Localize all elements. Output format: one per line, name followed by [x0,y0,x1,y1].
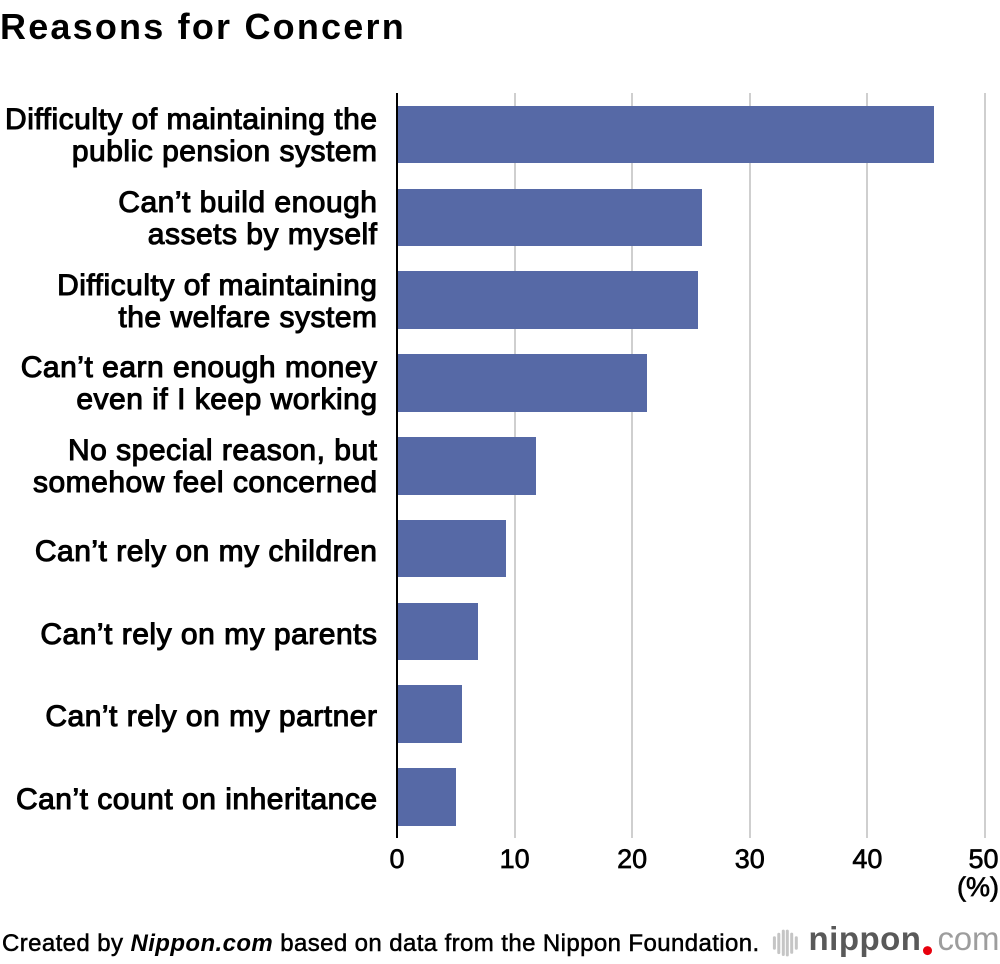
svg-text:nippon: nippon [809,920,922,957]
svg-text:com: com [938,920,1000,957]
